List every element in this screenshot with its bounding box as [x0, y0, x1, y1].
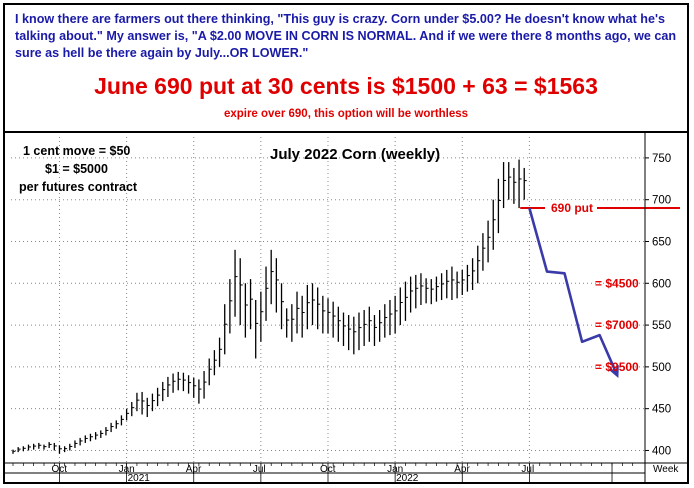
payoff-label: = $9500	[595, 360, 639, 374]
intro-text: I know there are farmers out there think…	[15, 12, 677, 60]
note-line-2: $1 = $5000	[45, 162, 108, 176]
overlay-layer: 690 put = $4500 = $7000 = $9500	[520, 200, 680, 378]
subline: expire over 690, this option will be wor…	[223, 108, 469, 120]
corn-chart: 690 put = $4500 = $7000 = $9500 400 450 500 55…	[5, 133, 687, 482]
put-label: 690 put	[551, 201, 593, 215]
x-month-label: Jul	[521, 464, 534, 475]
y-tick-label: 550	[652, 320, 671, 332]
note-line-3: per futures contract	[19, 180, 138, 194]
x-month-label: Oct	[320, 464, 336, 475]
x-month-label: Oct	[51, 464, 67, 475]
y-tick-label: 650	[652, 236, 671, 248]
projection-path	[528, 207, 619, 376]
x-month-label: Jan	[119, 464, 135, 475]
x-month-label: Week	[653, 464, 679, 475]
y-tick-label: 700	[652, 195, 671, 207]
header-panel: I know there are farmers out there think…	[5, 5, 687, 133]
payoff-label: = $7000	[595, 318, 639, 332]
note-line-1: 1 cent move = $50	[23, 144, 130, 158]
y-tick-label: 600	[652, 278, 671, 290]
put-label-bg	[545, 200, 597, 215]
x-month-label: Apr	[454, 464, 470, 475]
x-year-label: 2022	[396, 473, 419, 482]
projection-arrowhead	[608, 365, 619, 378]
headline: June 690 put at 30 cents is $1500 + 63 =…	[94, 73, 598, 99]
price-bars	[12, 159, 527, 454]
y-tick-label: 500	[652, 362, 671, 374]
chart-title: July 2022 Corn (weekly)	[270, 146, 440, 163]
x-year-label: 2021	[128, 473, 151, 482]
y-tick-label: 450	[652, 404, 671, 416]
payoff-label: = $4500	[595, 276, 639, 290]
y-tick-label: 750	[652, 153, 671, 165]
chart-frame: I know there are farmers out there think…	[3, 3, 689, 484]
y-tick-label: 400	[652, 445, 671, 457]
x-month-label: Jul	[253, 464, 266, 475]
x-month-label: Apr	[186, 464, 202, 475]
axis-layer: 400 450 500 550 600 650 700 750 Oct Jan Apr Jul Oct J…	[5, 133, 687, 482]
x-month-label: Jan	[387, 464, 403, 475]
